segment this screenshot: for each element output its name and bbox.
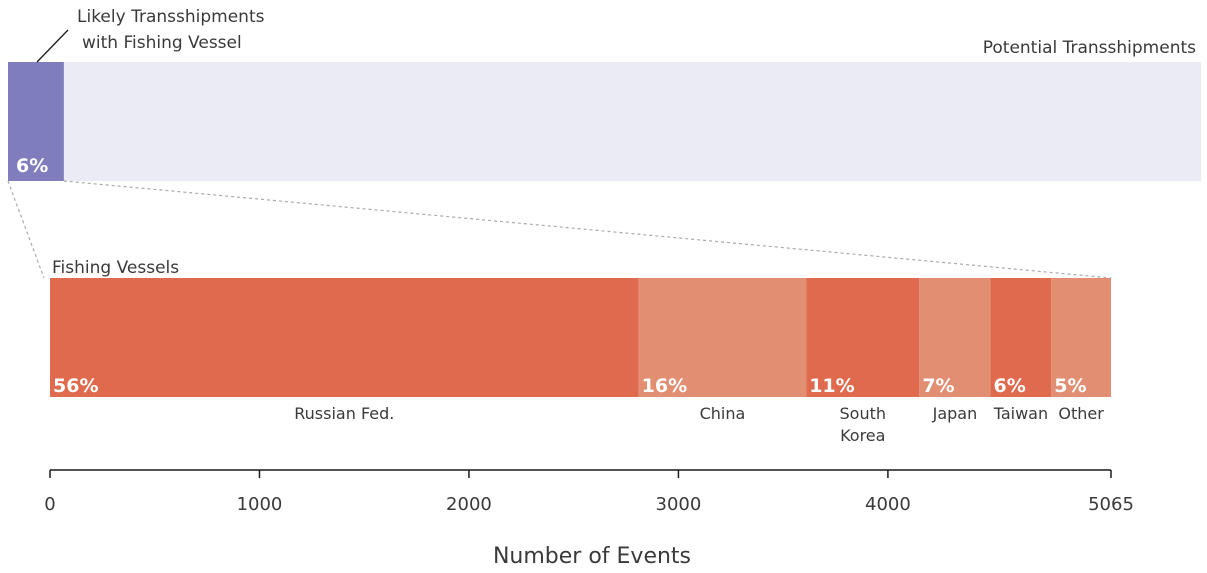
segment-name-3-0: Japan [932, 404, 978, 423]
segment-bar-3 [919, 278, 991, 397]
fishing-vessels-bar: Fishing Vessels 56% Russian Fed. 16% China 11… [50, 258, 1111, 445]
x-tick-label-2: 2000 [446, 494, 492, 515]
fishing-vessels-label: Fishing Vessels [52, 258, 179, 278]
segment-name-4-0: Taiwan [993, 404, 1048, 423]
segment-percent-0: 56% [53, 375, 98, 397]
likely-transshipments-label-line2: with Fishing Vessel [82, 33, 242, 53]
potential-transshipments-bar: 6% Potential Transshipments Likely Transsh… [8, 7, 1201, 181]
segment-bar-5 [1051, 278, 1111, 397]
zoom-connector [7, 180, 1112, 279]
x-axis: 0 1000 2000 3000 4000 5065 Number of Events [44, 469, 1134, 569]
x-tick-label-0: 0 [44, 494, 55, 515]
likely-transshipments-leader-line [36, 29, 69, 63]
x-tick-label-3: 3000 [656, 494, 702, 515]
segment-bar-2 [806, 278, 920, 397]
segment-bar-4 [990, 278, 1052, 397]
segment-percent-2: 11% [809, 375, 854, 397]
potential-transshipments-label: Potential Transshipments [983, 38, 1196, 58]
connector-line-right [63, 180, 1112, 279]
segment-percent-5: 5% [1054, 375, 1086, 397]
segment-percent-3: 7% [922, 375, 954, 397]
segment-name-2-0: South [840, 404, 887, 423]
likely-transshipments-label-line1: Likely Transshipments [77, 7, 265, 27]
segment-name-1-0: China [700, 404, 746, 423]
likely-transshipments-rect [8, 62, 64, 181]
segment-bar-1 [638, 278, 807, 397]
segment-name-2-1: Korea [840, 426, 885, 445]
x-tick-label-5: 5065 [1088, 494, 1134, 515]
x-tick-label-4: 4000 [865, 494, 911, 515]
segment-bar-0 [50, 278, 639, 397]
segment-name-0-0: Russian Fed. [294, 404, 394, 423]
likely-transshipments-percent: 6% [16, 155, 48, 177]
x-axis-title: Number of Events [493, 544, 691, 569]
connector-line-left [7, 180, 45, 279]
x-tick-label-1: 1000 [237, 494, 283, 515]
segment-percent-4: 6% [994, 375, 1026, 397]
potential-transshipments-rect [8, 62, 1201, 181]
segment-name-5-0: Other [1058, 404, 1104, 423]
segment-percent-1: 16% [642, 375, 687, 397]
